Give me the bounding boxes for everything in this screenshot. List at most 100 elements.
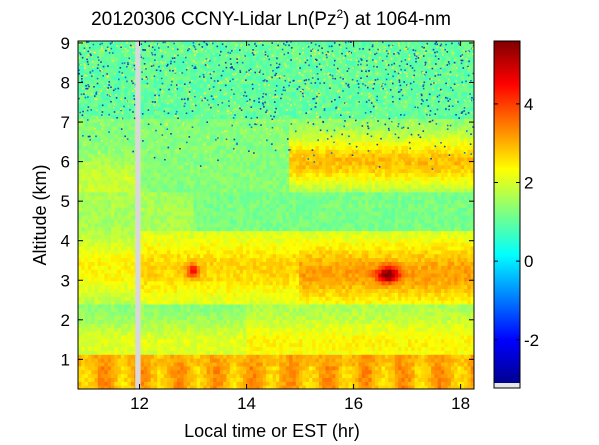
heatmap-cell bbox=[78, 245, 82, 251]
heatmap-cell bbox=[223, 381, 228, 386]
heatmap-cell bbox=[183, 323, 188, 328]
heatmap-cell bbox=[81, 338, 86, 344]
heatmap-cell bbox=[223, 245, 228, 251]
heatmap-cell bbox=[124, 369, 129, 375]
heatmap-cell bbox=[84, 114, 89, 119]
heatmap-cell bbox=[94, 164, 99, 170]
heatmap-cell bbox=[84, 64, 89, 69]
heatmap-cell bbox=[177, 265, 181, 270]
heatmap-cell bbox=[117, 373, 122, 378]
heatmap-cell bbox=[219, 334, 224, 340]
heatmap-cell bbox=[203, 338, 208, 344]
heatmap-cell bbox=[239, 323, 244, 328]
heatmap-cell bbox=[229, 203, 234, 208]
heatmap-cell bbox=[81, 276, 86, 282]
heatmap-cell bbox=[193, 172, 198, 177]
heatmap-cell bbox=[193, 238, 198, 243]
heatmap-cell bbox=[206, 230, 211, 235]
heatmap-cell bbox=[94, 230, 99, 235]
heatmap-cell bbox=[97, 141, 102, 146]
heatmap-cell bbox=[206, 87, 211, 92]
heatmap-cell bbox=[180, 385, 185, 389]
heatmap-cell bbox=[206, 284, 211, 290]
heatmap-cell bbox=[84, 280, 89, 286]
heatmap-cell bbox=[196, 52, 201, 58]
heatmap-cell bbox=[256, 180, 261, 185]
heatmap-cell bbox=[91, 95, 96, 100]
heatmap-cell bbox=[193, 358, 198, 363]
heatmap-cell bbox=[147, 68, 152, 73]
heatmap-cell bbox=[167, 361, 171, 367]
heatmap-cell bbox=[160, 245, 165, 251]
heatmap-cell bbox=[210, 300, 214, 305]
heatmap-cell bbox=[114, 361, 119, 367]
heatmap-cell bbox=[200, 261, 204, 266]
heatmap-cell bbox=[140, 102, 145, 108]
heatmap-cell bbox=[107, 292, 112, 297]
heatmap-cell bbox=[216, 269, 221, 274]
heatmap-cell bbox=[210, 296, 214, 301]
heatmap-cell bbox=[127, 238, 132, 243]
heatmap-cell bbox=[140, 191, 145, 197]
heatmap-cell bbox=[219, 226, 224, 232]
heatmap-cell bbox=[180, 238, 185, 243]
heatmap-cell bbox=[147, 110, 152, 116]
heatmap-cell bbox=[101, 137, 105, 143]
heatmap-cell bbox=[239, 157, 244, 162]
heatmap-cell bbox=[216, 319, 221, 324]
heatmap-cell bbox=[167, 199, 171, 204]
heatmap-cell bbox=[190, 157, 195, 162]
heatmap-cell bbox=[243, 265, 247, 270]
heatmap-cell bbox=[203, 230, 208, 235]
heatmap-cell bbox=[111, 160, 115, 166]
heatmap-cell bbox=[206, 75, 211, 81]
heatmap-cell bbox=[203, 222, 208, 228]
heatmap-cell bbox=[236, 222, 241, 228]
heatmap-cell bbox=[107, 195, 112, 201]
heatmap-cell bbox=[196, 222, 201, 228]
heatmap-cell bbox=[78, 346, 82, 351]
heatmap-cell bbox=[249, 331, 254, 336]
heatmap-cell bbox=[177, 288, 181, 293]
heatmap-cell bbox=[173, 153, 178, 158]
heatmap-cell bbox=[173, 141, 178, 146]
heatmap-cell bbox=[236, 184, 241, 189]
heatmap-cell bbox=[153, 102, 158, 108]
heatmap-cell bbox=[190, 79, 195, 85]
heatmap-cell bbox=[190, 160, 195, 166]
heatmap-cell bbox=[111, 261, 115, 266]
heatmap-cell bbox=[94, 68, 99, 73]
heatmap-cell bbox=[249, 230, 254, 235]
heatmap-cell bbox=[239, 342, 244, 348]
heatmap-cell bbox=[219, 311, 224, 317]
heatmap-cell bbox=[97, 110, 102, 116]
heatmap-cell bbox=[196, 184, 201, 189]
heatmap-cell bbox=[219, 215, 224, 220]
heatmap-cell bbox=[157, 91, 162, 96]
heatmap-cell bbox=[160, 346, 165, 351]
heatmap-cell bbox=[173, 249, 178, 255]
heatmap-cell bbox=[177, 168, 181, 174]
heatmap-cell bbox=[140, 195, 145, 201]
heatmap-cell bbox=[160, 369, 165, 375]
heatmap-cell bbox=[107, 75, 112, 81]
heatmap-cell bbox=[210, 160, 214, 166]
heatmap-cell bbox=[127, 234, 132, 239]
heatmap-cell bbox=[114, 300, 119, 305]
heatmap-cell bbox=[160, 218, 165, 224]
heatmap-cell bbox=[97, 133, 102, 139]
heatmap-cell bbox=[104, 292, 109, 297]
heatmap-cell bbox=[213, 176, 218, 181]
heatmap-cell bbox=[140, 346, 145, 351]
heatmap-cell bbox=[144, 141, 148, 146]
heatmap-cell bbox=[170, 373, 175, 378]
heatmap-cell bbox=[203, 176, 208, 181]
heatmap-cell bbox=[243, 273, 247, 278]
heatmap-cell bbox=[120, 338, 125, 344]
heatmap-cell bbox=[243, 303, 247, 309]
heatmap-cell bbox=[246, 102, 251, 108]
heatmap-cell bbox=[213, 99, 218, 104]
heatmap-cell bbox=[84, 226, 89, 232]
heatmap-cell bbox=[203, 346, 208, 351]
heatmap-cell bbox=[120, 300, 125, 305]
